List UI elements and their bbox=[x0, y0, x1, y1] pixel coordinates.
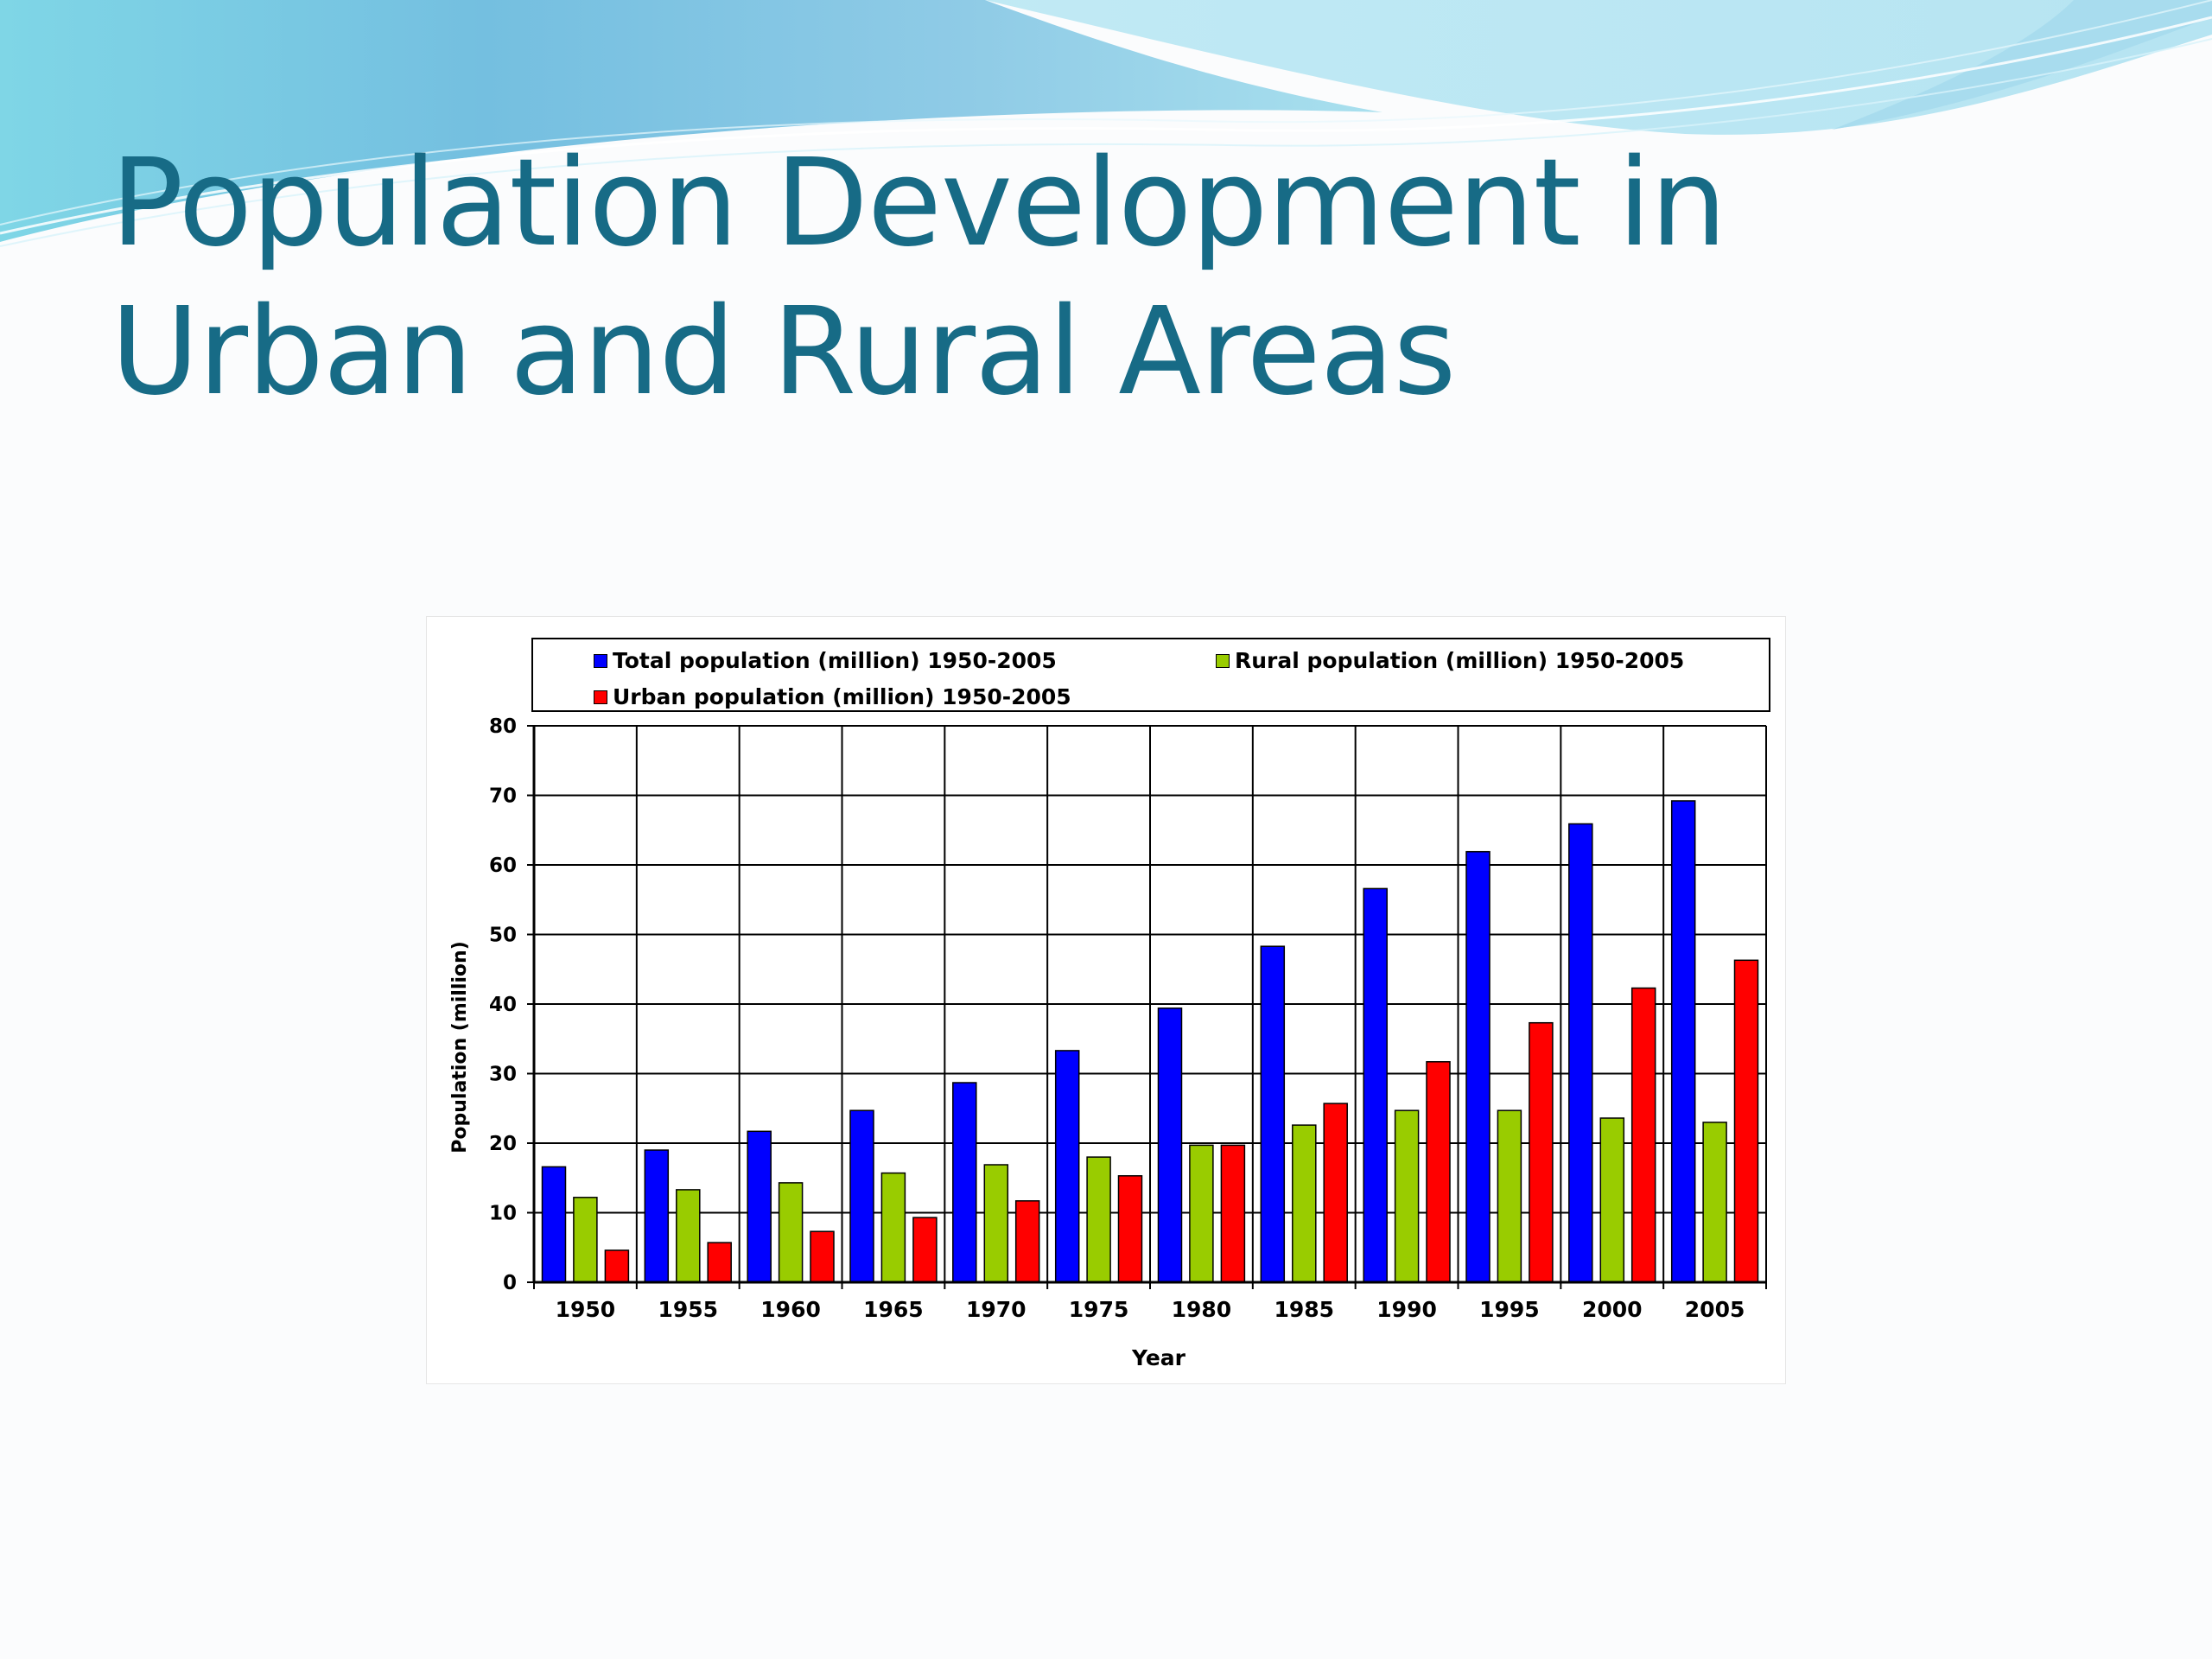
slide-title: Population Development in Urban and Rura… bbox=[111, 133, 1727, 423]
y-tick-label: 40 bbox=[489, 994, 517, 1016]
legend-swatch-rural bbox=[1216, 653, 1230, 668]
x-tick-label: 1960 bbox=[760, 1297, 821, 1322]
bar-total-1955 bbox=[644, 1149, 670, 1283]
x-tick-label: 1950 bbox=[556, 1297, 616, 1322]
bar-rural-1955 bbox=[676, 1189, 701, 1283]
x-tick-label: 1980 bbox=[1172, 1297, 1232, 1322]
bar-rural-1950 bbox=[573, 1197, 598, 1283]
x-tick-label: 1985 bbox=[1274, 1297, 1334, 1322]
x-axis-title: Year bbox=[1131, 1345, 1186, 1370]
bar-urban-1975 bbox=[1117, 1175, 1143, 1283]
bar-urban-1965 bbox=[912, 1217, 938, 1283]
legend-swatch-urban bbox=[594, 690, 607, 704]
bar-total-1970 bbox=[952, 1082, 977, 1283]
legend-entry-rural: Rural population (million) 1950-2005 bbox=[1216, 648, 1684, 673]
bar-total-1960 bbox=[747, 1130, 772, 1283]
legend-entry-urban: Urban population (million) 1950-2005 bbox=[594, 684, 1071, 709]
y-tick-label: 70 bbox=[489, 785, 517, 808]
x-tick-label: 1995 bbox=[1479, 1297, 1540, 1322]
x-tick-label: 1970 bbox=[966, 1297, 1027, 1322]
x-tick-label: 2000 bbox=[1582, 1297, 1643, 1322]
bar-urban-2005 bbox=[1733, 959, 1759, 1283]
bar-urban-1980 bbox=[1220, 1144, 1246, 1283]
x-tick-label: 1990 bbox=[1376, 1297, 1437, 1322]
y-tick-label: 60 bbox=[489, 855, 517, 877]
legend-swatch-total bbox=[594, 653, 607, 668]
bar-urban-1950 bbox=[604, 1249, 630, 1283]
bar-chart: 0 10 20 30 40 50 60 70 80 1950 1955 1960 1965 1970 197… bbox=[449, 715, 1767, 1370]
bar-urban-2000 bbox=[1630, 987, 1656, 1283]
bar-rural-1970 bbox=[983, 1164, 1009, 1283]
bar-urban-1970 bbox=[1014, 1200, 1040, 1283]
y-tick-label: 80 bbox=[489, 715, 517, 738]
bar-rural-2005 bbox=[1702, 1122, 1727, 1283]
y-axis-title: Population (million) bbox=[449, 941, 471, 1154]
bar-total-1975 bbox=[1054, 1050, 1080, 1283]
bar-total-1965 bbox=[849, 1109, 874, 1283]
bar-total-1990 bbox=[1363, 887, 1388, 1283]
bar-total-1980 bbox=[1157, 1007, 1183, 1283]
bar-total-1995 bbox=[1465, 850, 1491, 1283]
wave-line-3 bbox=[0, 0, 2212, 226]
chart-container: 0 10 20 30 40 50 60 70 80 1950 1955 1960 1965 1970 197… bbox=[426, 616, 1786, 1384]
legend-label-urban: Urban population (million) 1950-2005 bbox=[613, 684, 1071, 709]
legend-entry-total: Total population (million) 1950-2005 bbox=[594, 648, 1057, 673]
x-tick-label: 1975 bbox=[1069, 1297, 1129, 1322]
bar-rural-2000 bbox=[1599, 1117, 1625, 1283]
bar-total-1985 bbox=[1260, 945, 1286, 1283]
bar-rural-1995 bbox=[1497, 1109, 1522, 1283]
bar-rural-1980 bbox=[1189, 1144, 1214, 1283]
y-tick-label: 20 bbox=[489, 1133, 517, 1155]
legend-label-total: Total population (million) 1950-2005 bbox=[613, 648, 1057, 673]
wave-line-2 bbox=[0, 38, 2212, 247]
y-tick-label: 10 bbox=[489, 1203, 517, 1225]
decorative-wave-header bbox=[0, 0, 2212, 247]
bar-urban-1960 bbox=[810, 1230, 835, 1283]
bar-total-1950 bbox=[541, 1166, 567, 1283]
bar-urban-1990 bbox=[1426, 1061, 1451, 1283]
y-tick-label: 50 bbox=[489, 925, 517, 947]
bar-urban-1985 bbox=[1323, 1103, 1348, 1283]
wave-band bbox=[0, 0, 1382, 242]
wave-line-1 bbox=[0, 16, 2212, 235]
legend-label-rural: Rural population (million) 1950-2005 bbox=[1235, 648, 1685, 673]
x-tick-label: 2005 bbox=[1685, 1297, 1745, 1322]
bar-rural-1990 bbox=[1394, 1109, 1420, 1283]
chart-legend: Total population (million) 1950-2005 Rur… bbox=[531, 638, 1770, 712]
y-tick-label: 30 bbox=[489, 1064, 517, 1086]
bar-total-2000 bbox=[1568, 823, 1593, 1283]
bar-total-2005 bbox=[1670, 800, 1696, 1283]
bar-rural-1960 bbox=[778, 1182, 804, 1283]
y-tick-label: 0 bbox=[503, 1272, 517, 1294]
x-tick-label: 1965 bbox=[863, 1297, 924, 1322]
bar-urban-1955 bbox=[707, 1242, 732, 1283]
bar-rural-1975 bbox=[1086, 1156, 1111, 1283]
bar-rural-1985 bbox=[1292, 1124, 1317, 1283]
bar-rural-1965 bbox=[880, 1172, 906, 1283]
wave-right bbox=[1642, 0, 2212, 130]
x-tick-label: 1955 bbox=[658, 1297, 718, 1322]
bar-urban-1995 bbox=[1529, 1021, 1554, 1283]
